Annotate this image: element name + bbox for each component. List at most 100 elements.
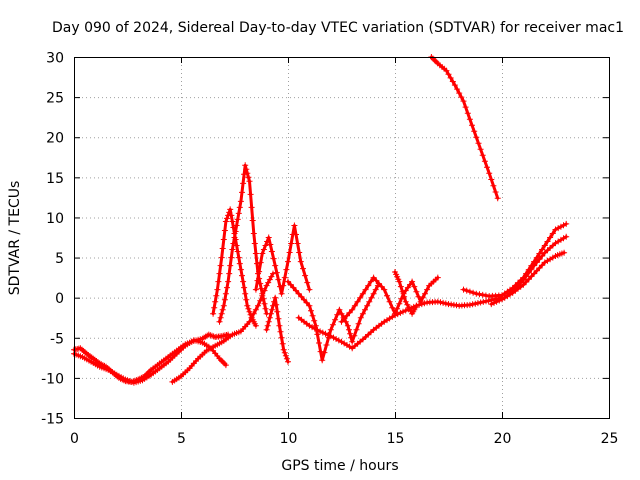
- plot-frame: [74, 57, 610, 419]
- data-point: [394, 305, 401, 312]
- series-sat-o: [428, 54, 501, 202]
- data-point: [368, 294, 375, 301]
- data-point: [314, 327, 321, 333]
- data-point: [277, 283, 283, 290]
- data-point: [270, 302, 276, 309]
- data-point: [332, 316, 339, 323]
- data-point: [362, 286, 369, 293]
- data-point: [222, 218, 229, 225]
- data-point: [226, 270, 233, 277]
- data-point: [294, 240, 301, 247]
- data-point: [449, 78, 456, 85]
- data-point: [491, 299, 497, 306]
- data-point: [351, 332, 358, 339]
- data-point: [231, 230, 238, 237]
- data-point: [236, 204, 243, 211]
- data-point: [224, 284, 230, 291]
- data-point: [389, 304, 396, 311]
- data-point: [287, 281, 294, 288]
- data-point: [279, 340, 286, 347]
- data-point: [214, 286, 221, 293]
- data-point: [278, 290, 285, 297]
- data-point: [370, 290, 377, 297]
- data-point: [399, 288, 406, 295]
- data-point: [222, 290, 229, 297]
- series-line: [218, 163, 269, 324]
- data-point: [523, 279, 530, 285]
- data-point: [365, 282, 372, 289]
- data-point: [255, 302, 261, 309]
- data-point: [440, 299, 447, 306]
- data-point: [373, 277, 380, 284]
- data-point: [256, 268, 263, 275]
- x-tick-label: 25: [601, 431, 619, 447]
- data-point: [483, 298, 489, 305]
- data-point: [243, 296, 250, 303]
- series-sat-e: [210, 206, 259, 329]
- data-point: [215, 278, 222, 285]
- data-point: [242, 162, 249, 169]
- data-point: [281, 274, 288, 281]
- data-point: [359, 290, 366, 297]
- data-point: [259, 250, 266, 257]
- data-point: [321, 349, 328, 356]
- series-sat-f: [252, 222, 313, 297]
- data-point: [525, 269, 532, 276]
- data-point: [335, 337, 342, 344]
- series-sat-g: [263, 294, 291, 365]
- data-point: [237, 266, 244, 273]
- data-point: [561, 249, 568, 256]
- data-point: [268, 306, 275, 313]
- data-point: [272, 262, 279, 269]
- data-point: [480, 298, 487, 305]
- data-point: [413, 302, 420, 309]
- data-point: [234, 216, 241, 223]
- data-point: [281, 349, 288, 356]
- data-point: [252, 306, 259, 313]
- data-point: [317, 328, 324, 335]
- data-point: [220, 302, 227, 309]
- data-point: [257, 297, 264, 304]
- data-point: [458, 94, 465, 101]
- data-point: [338, 310, 345, 317]
- data-point: [261, 300, 268, 307]
- data-point: [241, 284, 248, 291]
- data-point: [272, 294, 279, 301]
- data-point: [364, 302, 371, 309]
- data-point: [533, 259, 540, 266]
- data-point: [230, 224, 237, 231]
- series-line: [254, 224, 311, 296]
- data-point: [221, 296, 228, 303]
- data-point: [375, 280, 382, 287]
- data-point: [474, 300, 481, 307]
- data-point: [293, 287, 299, 294]
- data-point: [357, 314, 364, 321]
- data-point: [525, 276, 532, 283]
- data-point: [536, 256, 543, 263]
- data-point: [216, 270, 223, 277]
- data-point: [239, 189, 245, 196]
- data-point: [235, 254, 242, 261]
- data-point: [421, 300, 428, 307]
- data-point: [547, 234, 554, 241]
- data-point: [349, 338, 356, 345]
- series-sat-h: [285, 278, 381, 364]
- data-point: [472, 300, 479, 307]
- data-point: [280, 346, 287, 353]
- data-point: [228, 254, 235, 261]
- data-point: [485, 297, 492, 304]
- data-point: [229, 246, 236, 253]
- data-point: [357, 294, 364, 301]
- data-point: [396, 300, 403, 307]
- data-point: [422, 290, 428, 297]
- data-point: [488, 301, 495, 308]
- data-point: [460, 98, 467, 105]
- data-point: [213, 292, 220, 299]
- data-point: [539, 262, 546, 269]
- y-axis-label: SDTVAR / TECUs: [7, 181, 23, 296]
- data-point: [477, 146, 484, 153]
- data-point: [251, 240, 258, 247]
- y-tick-label: -10: [41, 371, 64, 387]
- data-point: [306, 302, 313, 309]
- data-point: [464, 110, 471, 117]
